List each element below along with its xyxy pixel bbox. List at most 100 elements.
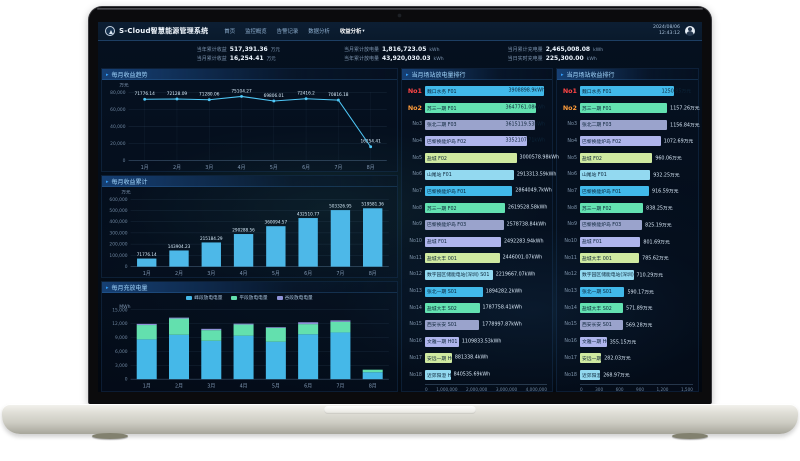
station-label: 张北一期 S01 [427,290,457,296]
rank-number: No15 [564,322,577,328]
svg-text:7月: 7月 [334,165,342,171]
ranking-row[interactable]: No11 盐城大丰 001 2446001.07kWh [405,250,549,267]
ranking-row[interactable]: No6 山尾站 F01 932.25万元 [560,166,695,183]
station-label: 苏三一期 F01 [427,106,457,112]
ranking-row[interactable]: No7 巴黎换能炉岛 F01 2864049.7kWh [405,183,552,200]
ranking-row[interactable]: No6 山尾站 F01 2913313.59kWh [405,166,556,183]
rank-bar-track: 魏口水务 F01 3908898.9kWh [425,86,547,97]
ranking-row[interactable]: No14 盐城大丰 S02 571.89万元 [560,300,695,317]
axis-tick-label: 2,000,000 [466,386,488,392]
kpi-stat: 当月累计收益 16,254.41 万元 [197,55,280,62]
rank-value: 881338.4kWh [454,355,489,361]
kpi-value: 43,920,030.03 [381,54,431,62]
rank-number: No3 [412,122,422,128]
ranking-row[interactable]: No4 巴黎换能炉岛 F02 3352107.71kWh [405,133,549,150]
rank-number: No12 [564,272,577,278]
ranking-row[interactable]: No3 张北二期 F03 1156.84万元 [560,116,700,133]
nav-item-2[interactable]: 监控概览 [245,27,267,35]
rank-value: 590.17万元 [627,290,654,296]
left-column: 每月收益趋势 0 20,000 40,000 60,000 80,000 1月 2月 3月 4月… [101,68,398,392]
kpi-unit: 万元 [266,56,276,62]
rank-bar-track: 魏口水务 F01 1250.85万元 [580,86,693,97]
nav-item-label: 收益分析 [339,29,362,35]
station-label: 盐城大丰 001 [427,256,457,262]
ranking-row[interactable]: No11 盐城大丰 001 785.62万元 [560,250,695,267]
rank-bar: 安远一期 H02 [580,353,602,364]
line-chart-svg: 0 20,000 40,000 60,000 80,000 1月 2月 3月 4月 5月 6月 7月 8… [110,83,387,171]
rank-value: 571.89万元 [626,306,653,312]
rank-bar: 巴黎换能炉岛 F02 [425,136,528,147]
nav-item-1[interactable]: 首页 [224,27,235,35]
rank-value: 916.59万元 [652,189,679,195]
ranking-row[interactable]: No5 盐城 F02 3000578.98kWh [405,150,559,167]
rank-number: No7 [412,188,422,194]
rank-value: 3352107.71kWh [505,138,545,144]
svg-text:4月: 4月 [238,165,246,171]
legend-item[interactable]: 峰段放电电量 [186,295,222,301]
user-avatar[interactable] [685,26,695,36]
ranking-row[interactable]: No13 张北一期 S01 1894282.2kWh [405,283,549,300]
station-label: 苏三一期 F01 [582,106,612,112]
ranking-row[interactable]: No10 盐城 F01 2492283.94kWh [405,233,549,250]
svg-text:6月: 6月 [302,165,310,171]
nav-item-3[interactable]: 告警记录 [277,27,299,35]
ranking-row[interactable]: No3 张北二期 F03 3615119.53kWh [405,116,549,133]
rank-bar-track: 山尾站 F01 2913313.59kWh [425,169,556,180]
svg-text:3,000: 3,000 [115,363,128,369]
rank-bar: 苏三一期 F02 [425,203,505,214]
ranking-row[interactable]: No10 盐城 F01 801.69万元 [560,233,695,250]
ranking-row[interactable]: No1 魏口水务 F01 3908898.9kWh [405,83,549,100]
ranking-row[interactable]: No8 苏三一期 F02 838.25万元 [560,200,695,217]
ranking-row[interactable]: No2 苏三一期 F01 1157.26万元 [560,100,700,117]
svg-text:69806.01: 69806.01 [264,93,285,99]
svg-text:2月: 2月 [175,383,183,389]
rank-value: 801.69万元 [643,240,670,246]
nav-item-label: 告警记录 [276,29,299,35]
nav-item-5[interactable]: 收益分析 ▾ [339,27,365,36]
ranking-row[interactable]: No5 盐城 F02 960.06万元 [560,150,695,167]
rank-value: 3647761.08kWh [505,105,545,111]
rank-value: 1156.84万元 [670,123,700,129]
ranking-row[interactable]: No9 巴黎换能炉岛 F03 2578738.84kWh [405,217,549,234]
panel-title: 每月收益趋势 [111,71,148,79]
rank-number: No16 [564,339,577,345]
station-label: 巴黎换能炉岛 F01 [427,189,467,195]
ranking-row[interactable]: No15 西安长安 S01 1778997.87kWh [405,317,549,334]
rank-number: No16 [409,339,422,345]
rank-number: No4 [567,138,577,144]
rank-bar-track: 苏三一期 F01 1157.26万元 [580,103,700,114]
legend-item[interactable]: 谷段放电电量 [276,295,313,301]
ranking-row[interactable]: No7 巴黎换能炉岛 F01 916.59万元 [560,183,695,200]
rank-bar-track: 巴黎换能炉岛 F01 916.59万元 [580,186,693,197]
ranking-row[interactable]: No9 巴黎换能炉岛 F03 825.19万元 [560,217,695,234]
rank-bar-track: 巴黎换能炉岛 F02 3352107.71kWh [425,136,547,147]
svg-text:519581.36: 519581.36 [361,202,384,207]
ranking-row[interactable]: No15 西安长安 S01 569.28万元 [560,317,695,334]
ranking-row[interactable]: No2 苏三一期 F01 3647761.08kWh [405,100,549,117]
rank-number: No10 [564,239,577,245]
panel-title: 当月场站收益排行 [566,71,615,79]
ranking-row[interactable]: No16 文雅一期 H01 1109833.53kWh [405,333,549,350]
ranking-row[interactable]: No1 魏口水务 F01 1250.85万元 [560,83,695,100]
ranking-row[interactable]: No4 巴黎换能炉岛 F02 1072.69万元 [560,133,695,150]
legend-chip-icon [276,296,283,300]
svg-text:360094.57: 360094.57 [265,220,288,225]
legend-item[interactable]: 平段放电电量 [231,295,268,301]
rank-bar-track: 盐城 F01 801.69万元 [580,236,693,247]
ranking-row[interactable]: No8 苏三一期 F02 2619528.58kWh [405,200,549,217]
kpi-stat: 当日实时充电量 225,300.00 kWh [508,55,604,62]
rank-number: No8 [567,205,577,211]
ranking-row[interactable]: No14 盐城大丰 S02 1787758.41kWh [405,300,549,317]
nav-item-4[interactable]: 数据分析 [308,27,330,35]
ranking-row[interactable]: No13 张北一期 S01 590.17万元 [560,283,695,300]
laptop-base [2,404,798,434]
ranking-row[interactable]: No12 数字园区储能电站(深圳) S01 2219667.07kWh [405,267,549,284]
